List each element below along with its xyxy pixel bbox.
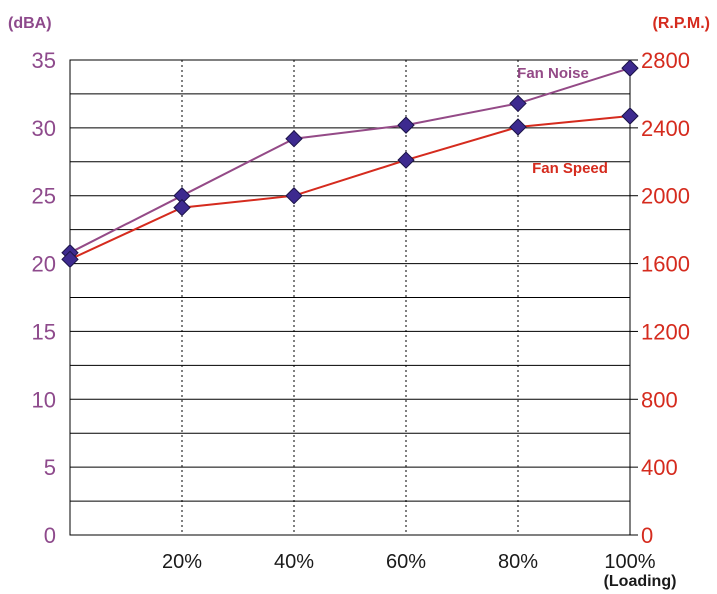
x-tick-label: 20% xyxy=(162,551,202,573)
x-tick-label: 40% xyxy=(274,551,314,573)
x-tick-label: 60% xyxy=(386,551,426,573)
data-point-marker xyxy=(509,118,527,136)
x-tick-label: 100% xyxy=(604,551,655,573)
left-tick-label: 20 xyxy=(32,252,56,277)
data-point-marker xyxy=(285,187,303,205)
left-axis-unit: (dBA) xyxy=(8,15,52,32)
right-tick-label: 0 xyxy=(641,523,653,548)
left-tick-label: 25 xyxy=(32,184,56,209)
data-point-marker xyxy=(397,116,415,134)
series-label-fan-speed: Fan Speed xyxy=(532,160,608,177)
left-tick-label: 10 xyxy=(32,387,56,412)
x-axis-ticks: 20% 40% 60% 80% 100% xyxy=(162,551,656,573)
left-tick-label: 30 xyxy=(32,116,56,141)
left-tick-label: 5 xyxy=(44,455,56,480)
left-tick-label: 35 xyxy=(32,48,56,73)
data-point-marker xyxy=(621,59,639,77)
series-markers xyxy=(61,59,639,269)
grid xyxy=(70,60,630,535)
right-tick-label: 800 xyxy=(641,387,678,412)
series-line xyxy=(69,67,631,254)
data-point-marker xyxy=(509,94,527,113)
left-tick-label: 15 xyxy=(32,319,56,344)
left-tick-label: 0 xyxy=(44,523,56,548)
data-point-marker xyxy=(621,107,639,125)
data-point-marker xyxy=(397,151,415,169)
right-tick-label: 2800 xyxy=(641,48,690,73)
series-label-fan-noise: Fan Noise xyxy=(517,65,589,82)
series-lines xyxy=(69,67,631,261)
x-axis-label: (Loading) xyxy=(604,573,677,590)
series-labels: Fan Noise Fan Speed xyxy=(517,65,608,177)
right-axis-ticks: 0 400 800 1200 1600 2000 2400 2800 xyxy=(641,48,690,548)
right-tick-label: 2000 xyxy=(641,184,690,209)
series-line xyxy=(69,115,631,261)
data-point-marker xyxy=(173,198,191,217)
plot-frame xyxy=(69,59,638,536)
right-axis-unit: (R.P.M.) xyxy=(653,15,710,32)
right-tick-label: 2400 xyxy=(641,116,690,141)
data-point-marker xyxy=(285,130,303,148)
right-tick-label: 1200 xyxy=(641,319,690,344)
left-axis-ticks: 0 5 10 15 20 25 30 35 xyxy=(32,48,56,548)
x-tick-label: 80% xyxy=(498,551,538,573)
data-point-marker xyxy=(61,250,79,269)
plot-border xyxy=(69,59,631,536)
right-tick-label: 400 xyxy=(641,455,678,480)
right-tick-label: 1600 xyxy=(641,252,690,277)
